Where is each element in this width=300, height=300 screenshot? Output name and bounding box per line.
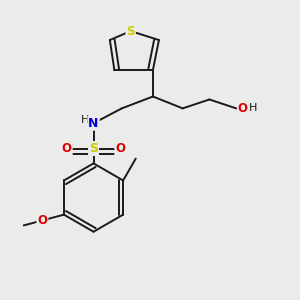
Text: O: O	[238, 102, 248, 115]
Text: S: S	[126, 25, 135, 38]
Text: S: S	[89, 142, 98, 155]
Text: O: O	[38, 214, 47, 227]
Text: N: N	[88, 117, 99, 130]
Text: H: H	[249, 103, 258, 113]
Text: O: O	[115, 142, 125, 155]
Text: O: O	[62, 142, 72, 155]
Text: H: H	[80, 115, 89, 125]
